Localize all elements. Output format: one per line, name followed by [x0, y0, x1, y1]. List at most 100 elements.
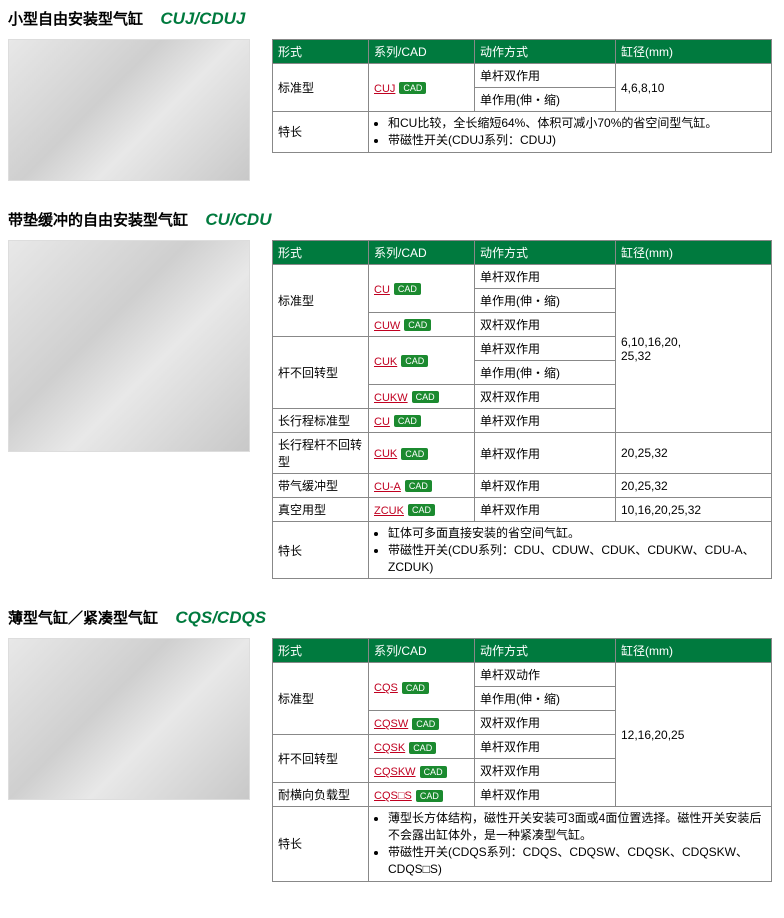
section-title: 带垫缓冲的自由安装型气缸 CU/CDU: [8, 209, 776, 230]
series-link[interactable]: CU-A: [374, 481, 401, 493]
action-cell: 单杆双作用: [475, 474, 616, 498]
form-cell: 长行程标准型: [273, 409, 369, 433]
col-header: 系列/CAD: [369, 241, 475, 265]
form-cell: 杆不回转型: [273, 735, 369, 783]
col-header: 缸径(mm): [616, 40, 772, 64]
section-cuj: 小型自由安装型气缸 CUJ/CDUJ 形式 系列/CAD 动作方式 缸径(mm)…: [8, 8, 776, 181]
spec-table: 形式 系列/CAD 动作方式 缸径(mm) 标准型 CUJCAD 单杆双作用 4…: [272, 39, 772, 153]
cad-icon[interactable]: CAD: [412, 718, 439, 730]
series-cell: CUKW CAD: [369, 385, 475, 409]
cad-icon[interactable]: CAD: [408, 504, 435, 516]
form-cell: 带气缓冲型: [273, 474, 369, 498]
form-cell: 真空用型: [273, 498, 369, 522]
cad-icon[interactable]: CAD: [412, 391, 439, 403]
series-link[interactable]: CU: [374, 416, 390, 428]
action-cell: 单杆双作用: [475, 64, 616, 88]
series-cell: CU-A CAD: [369, 474, 475, 498]
table-row: 特长 薄型长方体结构，磁性开关安装可3面或4面位置选择。磁性开关安装后不会露出缸…: [273, 807, 772, 881]
cad-icon[interactable]: CAD: [402, 682, 429, 694]
action-cell: 单杆双作用: [475, 265, 616, 289]
series-link[interactable]: CQSKW: [374, 766, 416, 778]
series-cell: CQSK CAD: [369, 735, 475, 759]
col-header: 系列/CAD: [369, 40, 475, 64]
series-link[interactable]: CQSW: [374, 718, 408, 730]
col-header: 形式: [273, 639, 369, 663]
series-link[interactable]: CUKW: [374, 392, 408, 404]
table-row: 标准型 CUJCAD 单杆双作用 4,6,8,10: [273, 64, 772, 88]
cad-icon[interactable]: CAD: [409, 742, 436, 754]
action-cell: 单杆双动作: [475, 663, 616, 687]
col-header: 形式: [273, 40, 369, 64]
cad-icon[interactable]: CAD: [394, 415, 421, 427]
series-link[interactable]: CUW: [374, 320, 400, 332]
action-cell: 单杆双作用: [475, 498, 616, 522]
cad-icon[interactable]: CAD: [405, 480, 432, 492]
note-item: 带磁性开关(CDUJ系列：CDUJ): [388, 132, 766, 149]
series-cell: CUK CAD: [369, 433, 475, 474]
notes-label: 特长: [273, 522, 369, 579]
series-cell: CQS CAD: [369, 663, 475, 711]
notes-cell: 和CU比较，全长缩短64%、体积可减小70%的省空间型气缸。 带磁性开关(CDU…: [369, 112, 772, 153]
series-cell: ZCUK CAD: [369, 498, 475, 522]
series-link[interactable]: CQS: [374, 682, 398, 694]
series-cell: CUJ CAD: [369, 64, 475, 112]
action-cell: 单作用(伸・缩): [475, 687, 616, 711]
cad-icon[interactable]: CAD: [420, 766, 447, 778]
table-row: 标准型 CUCAD 单杆双作用 6,10,16,20, 25,32: [273, 265, 772, 289]
cad-icon[interactable]: CAD: [404, 319, 431, 331]
notes-label: 特长: [273, 807, 369, 881]
series-cell: CQSW CAD: [369, 711, 475, 735]
table-row: 带气缓冲型 CU-A CAD 单杆双作用 20,25,32: [273, 474, 772, 498]
action-cell: 单作用(伸・缩): [475, 361, 616, 385]
series-link[interactable]: CUJ: [374, 83, 395, 95]
section-title: 薄型气缸／紧凑型气缸 CQS/CDQS: [8, 607, 776, 628]
notes-cell: 缸体可多面直接安装的省空间气缸。 带磁性开关(CDU系列：CDU、CDUW、CD…: [369, 522, 772, 579]
title-jp: 小型自由安装型气缸: [8, 11, 143, 28]
action-cell: 单杆双作用: [475, 433, 616, 474]
col-header: 动作方式: [475, 241, 616, 265]
col-header: 系列/CAD: [369, 639, 475, 663]
note-item: 薄型长方体结构，磁性开关安装可3面或4面位置选择。磁性开关安装后不会露出缸体外，…: [388, 810, 766, 844]
form-cell: 杆不回转型: [273, 337, 369, 409]
title-model: CUJ/CDUJ: [160, 9, 245, 28]
notes-cell: 薄型长方体结构，磁性开关安装可3面或4面位置选择。磁性开关安装后不会露出缸体外，…: [369, 807, 772, 881]
title-jp: 带垫缓冲的自由安装型气缸: [8, 212, 188, 229]
series-link[interactable]: CUK: [374, 448, 397, 460]
col-header: 缸径(mm): [616, 639, 772, 663]
cad-icon[interactable]: CAD: [401, 355, 428, 367]
col-header: 动作方式: [475, 639, 616, 663]
note-item: 缸体可多面直接安装的省空间气缸。: [388, 525, 766, 542]
series-cell: CUK CAD: [369, 337, 475, 385]
col-header: 缸径(mm): [616, 241, 772, 265]
table-row: 真空用型 ZCUKCAD 单杆双作用 10,16,20,25,32: [273, 498, 772, 522]
series-link[interactable]: CQS□S: [374, 790, 412, 802]
product-photo: [8, 39, 272, 181]
action-cell: 双杆双作用: [475, 313, 616, 337]
cad-icon[interactable]: CAD: [416, 790, 443, 802]
series-link[interactable]: CQSK: [374, 742, 405, 754]
action-cell: 双杆双作用: [475, 759, 616, 783]
series-link[interactable]: ZCUK: [374, 505, 404, 517]
cad-icon[interactable]: CAD: [401, 448, 428, 460]
cad-icon[interactable]: CAD: [394, 283, 421, 295]
product-photo: [8, 240, 272, 452]
series-link[interactable]: CUK: [374, 356, 397, 368]
spec-table: 形式 系列/CAD 动作方式 缸径(mm) 标准型 CQS CAD 单杆双动作 1…: [272, 638, 772, 881]
bore-cell: 6,10,16,20, 25,32: [616, 265, 772, 433]
action-cell: 单杆双作用: [475, 783, 616, 807]
section-title: 小型自由安装型气缸 CUJ/CDUJ: [8, 8, 776, 29]
table-row: 特长 和CU比较，全长缩短64%、体积可减小70%的省空间型气缸。 带磁性开关(…: [273, 112, 772, 153]
note-item: 和CU比较，全长缩短64%、体积可减小70%的省空间型气缸。: [388, 115, 766, 132]
title-model: CU/CDU: [205, 210, 271, 229]
form-cell: 标准型: [273, 265, 369, 337]
series-cell: CQS□S CAD: [369, 783, 475, 807]
cad-icon[interactable]: CAD: [399, 82, 426, 94]
bore-cell: 12,16,20,25: [616, 663, 772, 807]
action-cell: 双杆双作用: [475, 385, 616, 409]
series-link[interactable]: CU: [374, 284, 390, 296]
bore-cell: 20,25,32: [616, 474, 772, 498]
form-cell: 标准型: [273, 663, 369, 735]
table-row: 特长 缸体可多面直接安装的省空间气缸。 带磁性开关(CDU系列：CDU、CDUW…: [273, 522, 772, 579]
bore-cell: 20,25,32: [616, 433, 772, 474]
table-row: 长行程杆不回转型 CUKCAD 单杆双作用 20,25,32: [273, 433, 772, 474]
